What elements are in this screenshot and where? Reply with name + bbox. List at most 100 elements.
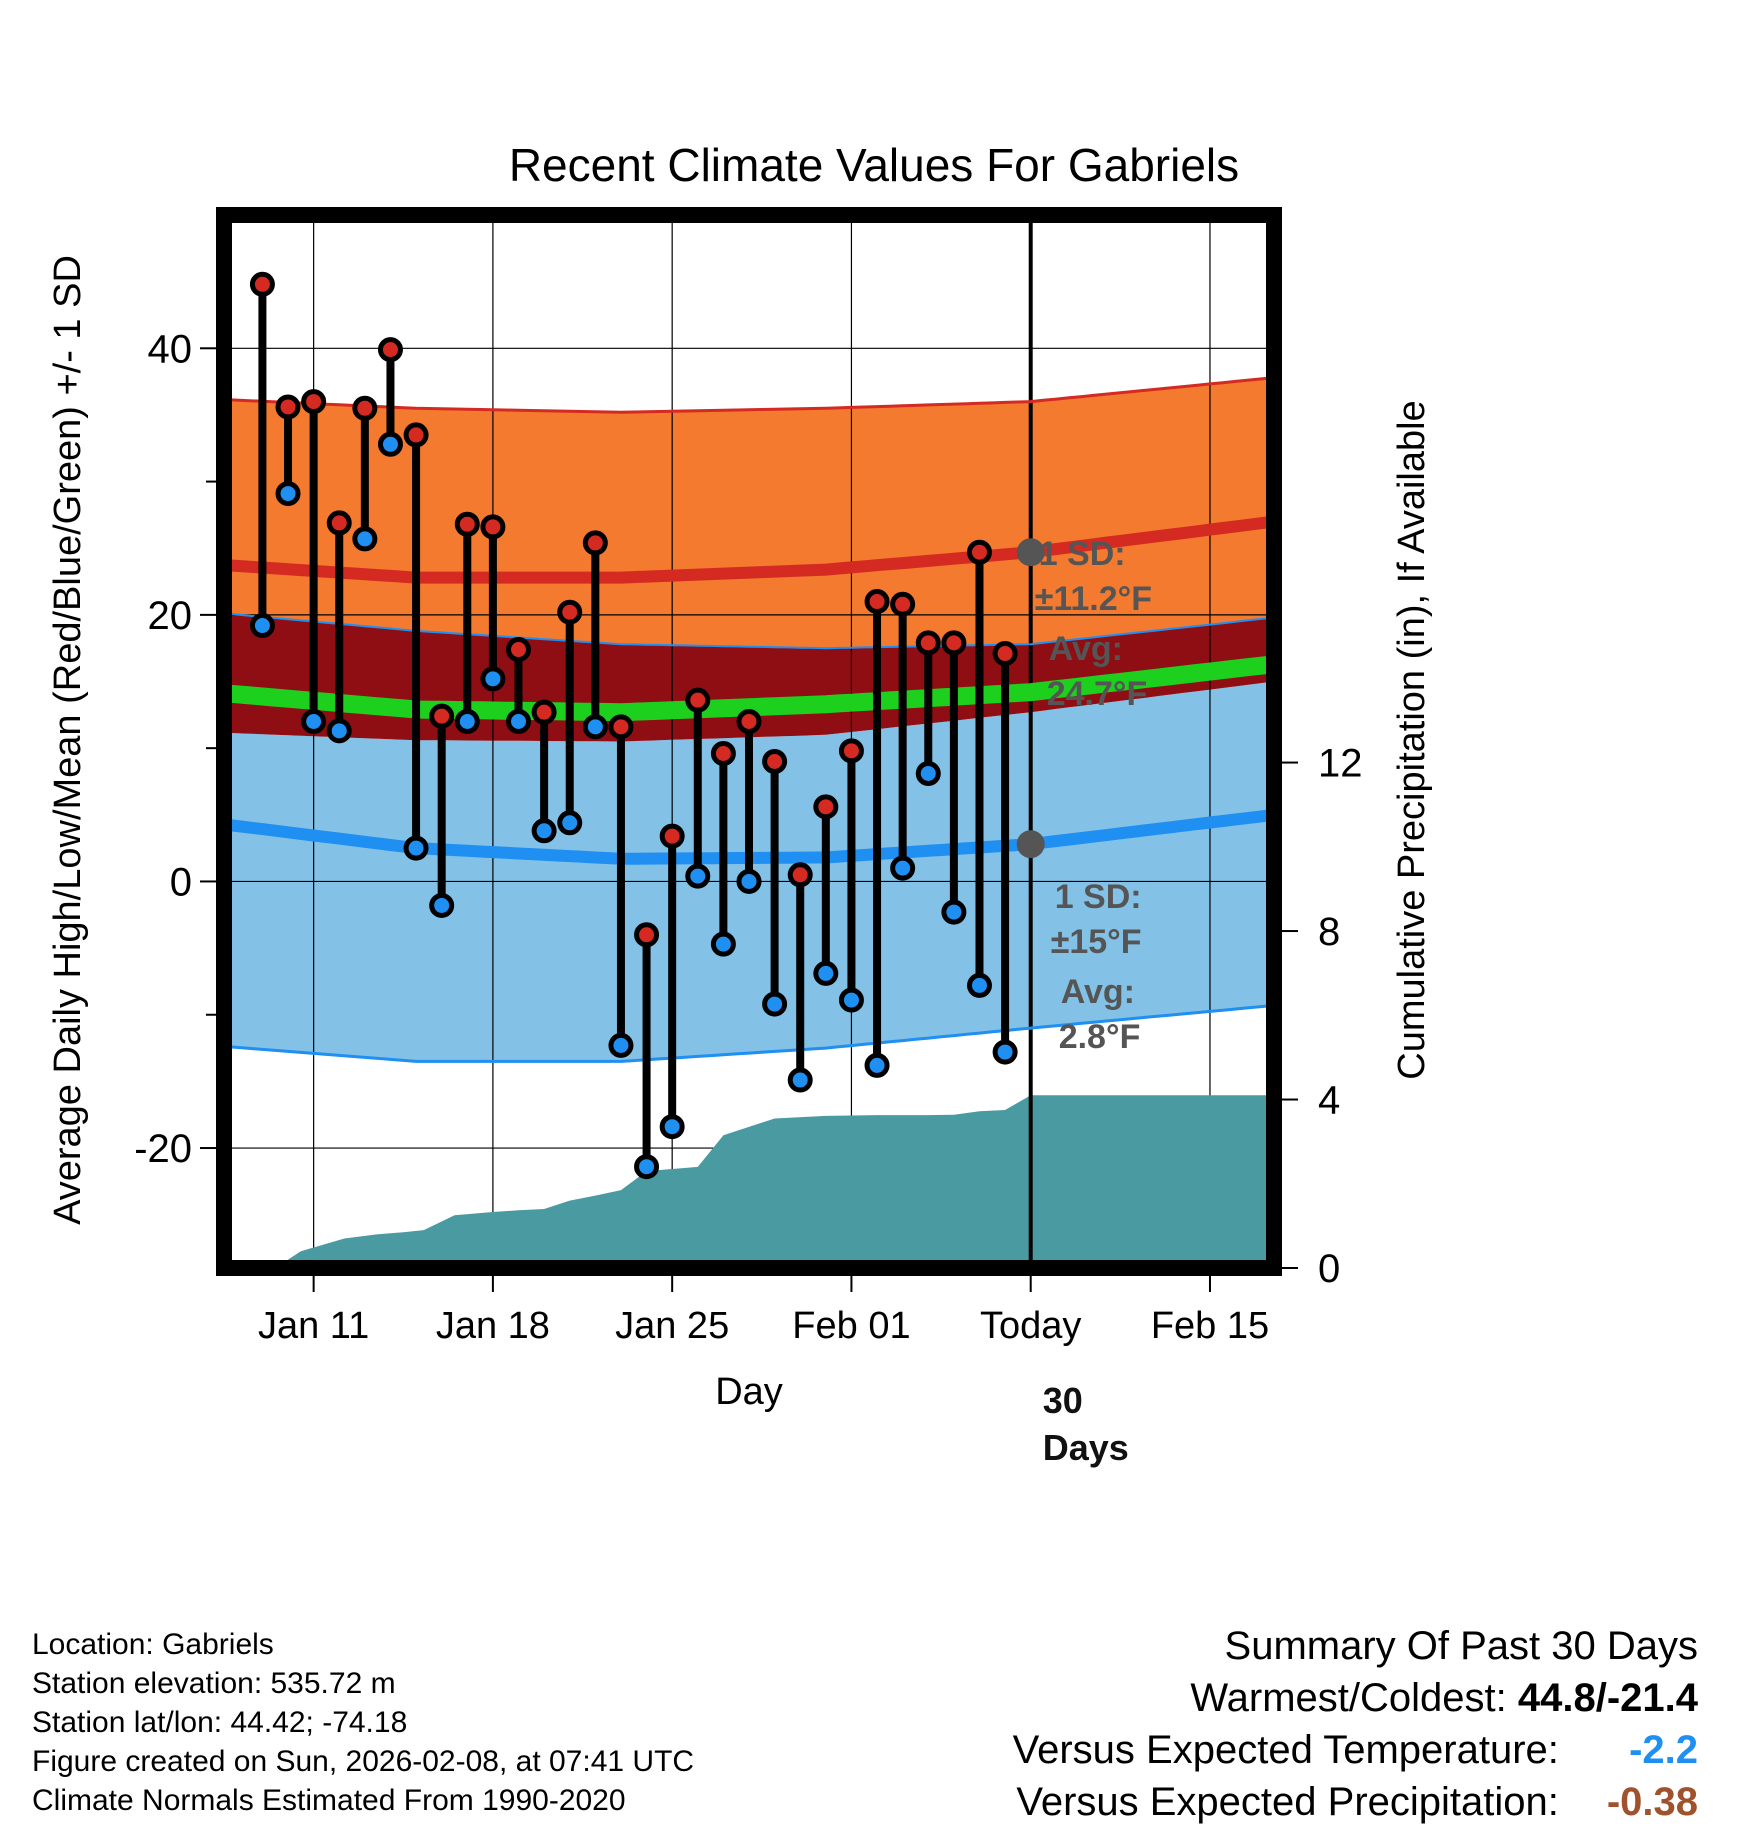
daily-low-point <box>275 481 301 507</box>
station-info: Location: Gabriels Station elevation: 53… <box>32 1625 694 1820</box>
plot-frame <box>216 207 1282 1276</box>
right-tick-label: 8 <box>1318 910 1340 954</box>
warm-cold-row: Warmest/Coldest: 44.8/-21.4 <box>1013 1672 1698 1724</box>
elevation-text: Station elevation: 535.72 m <box>32 1667 396 1700</box>
created-text: Figure created on Sun, 2026-02-08, at 07… <box>32 1745 695 1778</box>
daily-low-point <box>377 431 403 457</box>
daily-high-point <box>352 395 378 421</box>
daily-high-point <box>762 748 788 774</box>
daily-low-point <box>326 718 352 744</box>
daily-high-point <box>813 794 839 820</box>
x-tick-label: Jan 11 <box>258 1305 369 1347</box>
daily-low-point <box>352 526 378 552</box>
daily-high-point <box>710 740 736 766</box>
daily-high-point <box>787 862 813 888</box>
high-avg-label: Avg: <box>1049 630 1123 668</box>
daily-high-point <box>685 687 711 713</box>
daily-low-point <box>787 1067 813 1093</box>
right-tick-label: 0 <box>1318 1247 1340 1291</box>
daily-high-point <box>864 589 890 615</box>
daily-low-point <box>608 1032 634 1058</box>
normals-text: Climate Normals Estimated From 1990-2020 <box>32 1784 626 1817</box>
daily-low-point <box>480 666 506 692</box>
x-tick-label: Jan 18 <box>436 1305 550 1347</box>
daily-low-point <box>454 709 480 735</box>
daily-low-point <box>685 863 711 889</box>
high-sd-value: ±11.2°F <box>1035 580 1152 618</box>
right-tick-label: 12 <box>1318 742 1363 786</box>
low-sd-value: ±15°F <box>1051 923 1142 961</box>
low-avg-marker <box>1016 830 1045 859</box>
low-avg-value: 2.8°F <box>1059 1018 1141 1056</box>
x-tick-label: Jan 25 <box>615 1305 729 1347</box>
summary-heading: Summary Of Past 30 Days <box>1224 1624 1698 1668</box>
daily-low-point <box>659 1114 685 1140</box>
precip-anomaly-label: Versus Expected Precipitation: <box>1016 1780 1559 1824</box>
daily-high-point <box>506 637 532 663</box>
low-sd-label: 1 SD: <box>1055 878 1142 916</box>
daily-low-point <box>736 868 762 894</box>
high-sd-lower-line <box>223 612 1275 650</box>
daily-high-point <box>403 422 429 448</box>
daily-high-point <box>377 337 403 363</box>
precip-anomaly-value: -0.38 <box>1606 1780 1698 1824</box>
temp-anomaly-label: Versus Expected Temperature: <box>1012 1728 1559 1772</box>
daily-high-point <box>301 389 327 415</box>
right-axis-title: Cumulative Precipitation (in), If Availa… <box>1391 400 1433 1079</box>
daily-high-point <box>249 271 275 297</box>
x-tick-label: Feb 01 <box>792 1305 910 1347</box>
low-sd-lower-line <box>223 1003 1275 1063</box>
daily-high-point <box>659 823 685 849</box>
daily-low-point <box>813 960 839 986</box>
left-tick-label: 40 <box>148 327 193 371</box>
right-tick-label: 4 <box>1318 1079 1340 1123</box>
temp-anomaly-value: -2.2 <box>1629 1728 1698 1772</box>
daily-high-point <box>582 530 608 556</box>
daily-high-point <box>608 714 634 740</box>
daily-low-point <box>992 1039 1018 1065</box>
x-tick-label: Feb 15 <box>1151 1305 1269 1347</box>
daily-high-point <box>429 703 455 729</box>
daily-low-point <box>582 714 608 740</box>
daily-low-point <box>890 855 916 881</box>
daily-high-point <box>915 630 941 656</box>
temp-anomaly-row: Versus Expected Temperature: -2.2 <box>1013 1724 1698 1776</box>
high-sd-upper-line <box>223 376 1275 414</box>
daily-low-point <box>557 810 583 836</box>
precip-anomaly-row: Versus Expected Precipitation: -0.38 <box>1013 1776 1698 1828</box>
daily-low-point <box>403 835 429 861</box>
location-text: Location: Gabriels <box>32 1628 274 1661</box>
daily-high-point <box>454 511 480 537</box>
daily-high-point <box>941 630 967 656</box>
daily-low-point <box>429 892 455 918</box>
low-avg-label: Avg: <box>1061 973 1135 1011</box>
daily-low-point <box>506 709 532 735</box>
left-tick-label: 0 <box>170 860 192 904</box>
warm-cold-label: Warmest/Coldest: <box>1190 1676 1507 1720</box>
daily-high-point <box>992 641 1018 667</box>
mean-line <box>223 655 1276 722</box>
daily-high-point <box>890 591 916 617</box>
window-label-number: 30 <box>1043 1380 1083 1421</box>
daily-high-point <box>634 922 660 948</box>
latlon-text: Station lat/lon: 44.42; -74.18 <box>32 1706 408 1739</box>
warm-cold-value: 44.8/-21.4 <box>1517 1676 1698 1720</box>
daily-low-point <box>864 1052 890 1078</box>
daily-high-point <box>480 514 506 540</box>
x-tick-label: Today <box>980 1305 1081 1347</box>
chart-title: Recent Climate Values For Gabriels <box>508 139 1240 191</box>
high-avg-marker <box>1016 538 1045 567</box>
daily-low-point <box>634 1154 660 1180</box>
high-avg-line <box>223 515 1275 584</box>
daily-high-point <box>326 510 352 536</box>
precip-area <box>275 1095 1274 1268</box>
daily-low-point <box>838 987 864 1013</box>
daily-high-point <box>736 709 762 735</box>
daily-low-point <box>301 709 327 735</box>
high-sd-label: 1 SD: <box>1039 535 1126 573</box>
high-avg-value: 24.7°F <box>1047 675 1148 713</box>
daily-low-point <box>710 931 736 957</box>
daily-low-point <box>531 818 557 844</box>
daily-low-point <box>915 760 941 786</box>
daily-high-point <box>531 699 557 725</box>
